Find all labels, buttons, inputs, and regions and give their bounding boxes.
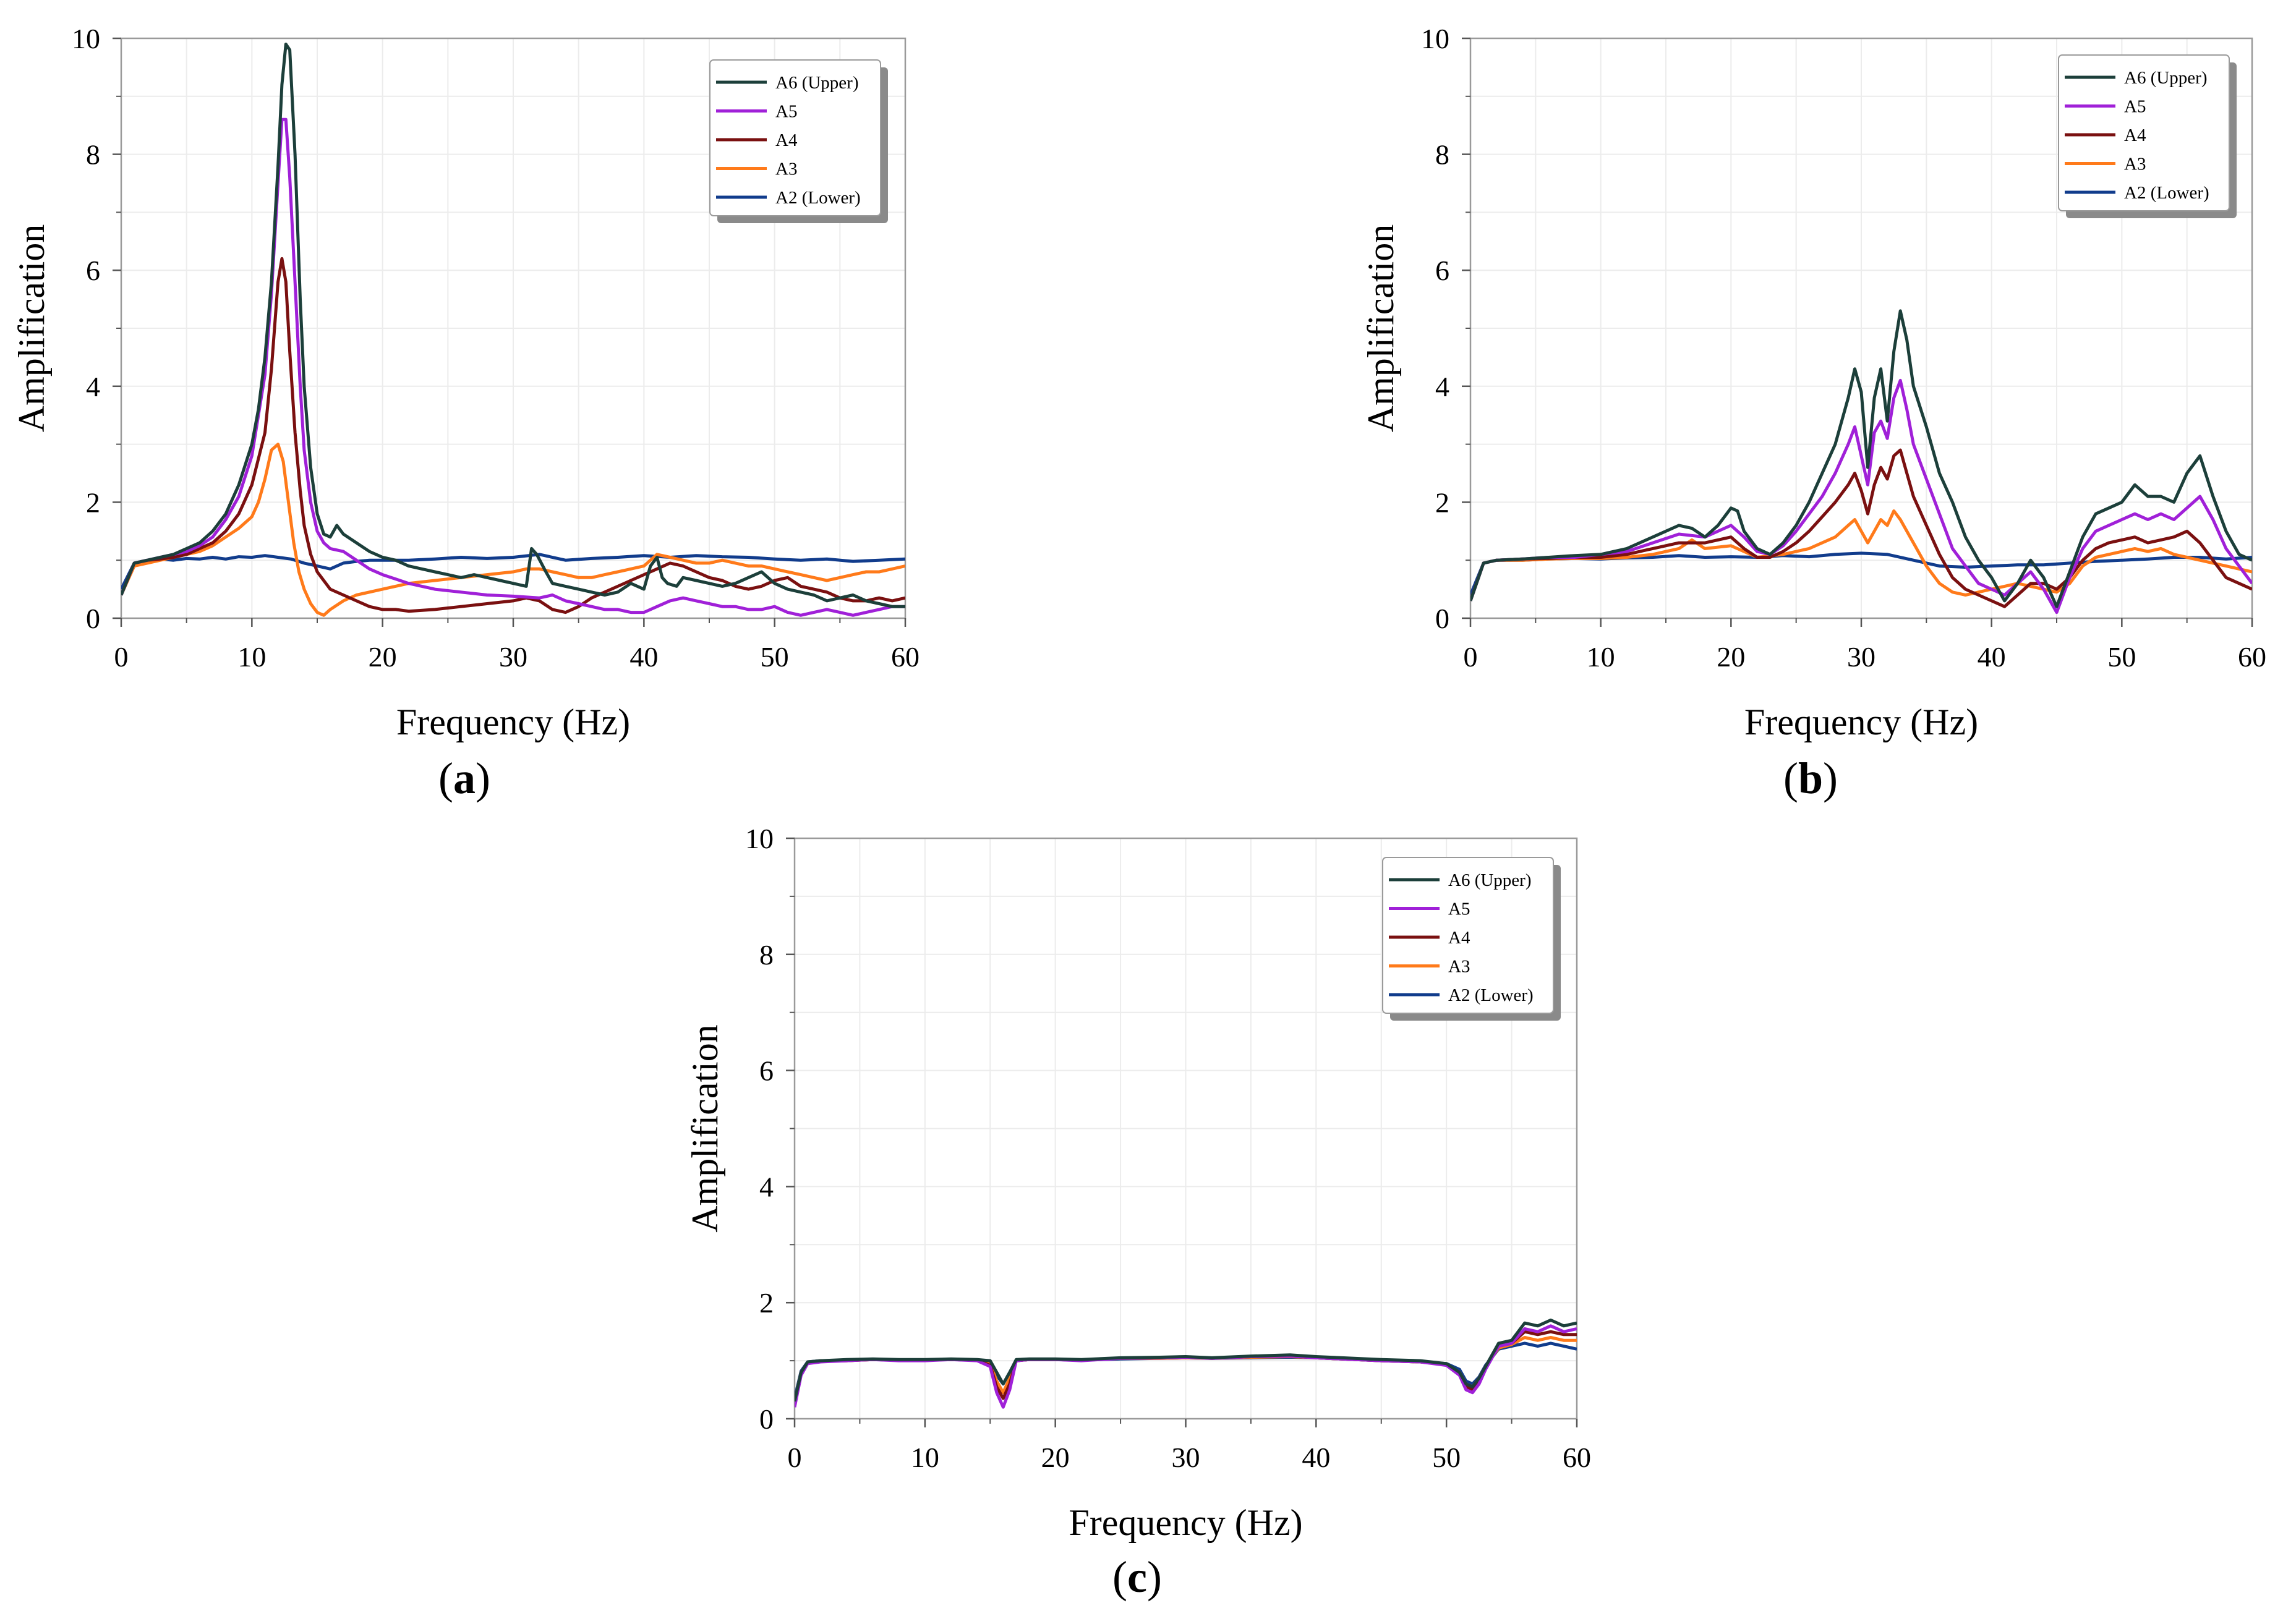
y-tick-label: 4 [86,371,100,402]
y-tick-label: 2 [1435,487,1449,518]
series-line-a6-upper [121,42,905,608]
legend-label-a4: A4 [2124,125,2146,145]
legend-label-a5: A5 [2124,97,2146,117]
panel-label-letter: a [453,754,476,803]
y-tick-label: 2 [86,487,100,518]
y-axis-title: Amplification [1360,224,1401,433]
x-tick-label: 60 [2238,641,2266,673]
y-tick-label: 8 [86,139,100,171]
legend-label-a3: A3 [1448,957,1470,977]
x-tick-label: 40 [629,641,658,673]
y-tick-label: 0 [86,603,100,634]
y-tick-label: 2 [759,1287,774,1319]
x-tick-label: 30 [499,641,527,673]
y-tick-label: 10 [745,823,774,854]
series-line-a5 [1470,378,2252,614]
x-tick-label: 0 [788,1442,802,1473]
x-tick-label: 60 [1563,1442,1591,1473]
y-tick-label: 4 [1435,371,1449,402]
x-tick-label: 60 [891,641,920,673]
y-tick-label: 10 [1421,23,1449,54]
y-axis-title: Amplification [11,224,52,433]
legend-label-a2-lower: A2 (Lower) [2124,183,2209,203]
legend-label-a4: A4 [775,130,798,150]
y-tick-label: 6 [86,255,100,286]
x-tick-label: 10 [237,641,266,673]
panel-label-letter: b [1798,754,1823,803]
x-axis-title: Frequency (Hz) [396,702,630,742]
y-tick-label: 0 [1435,603,1449,634]
y-tick-label: 8 [1435,139,1449,171]
series-line-a6-upper [1470,309,2252,608]
panel-label: (b) [1783,754,1838,803]
legend-label-a6-upper: A6 (Upper) [1448,870,1531,890]
y-tick-label: 0 [759,1403,774,1435]
series-line-a4 [1470,448,2252,608]
legend-box [2058,54,2230,211]
legend-label-a3: A3 [775,159,797,179]
series-line-a5 [121,117,905,617]
legend-label-a2-lower: A2 (Lower) [775,188,861,208]
chart-panel-b: 0 10 20 30 40 50 60 0 2 4 6 8 10 Frequency (Hz) Amplif… [1360,23,2266,803]
legend-box [1382,857,1554,1014]
series-line-a2-lower [121,553,905,590]
y-tick-label: 4 [759,1171,774,1202]
x-tick-label: 40 [1302,1442,1330,1473]
x-tick-label: 10 [911,1442,939,1473]
x-tick-label: 50 [2107,641,2136,673]
series-line-a6-upper [795,1318,1577,1402]
x-axis-title: Frequency (Hz) [1744,702,1978,742]
y-tick-label: 6 [759,1055,774,1087]
x-tick-label: 20 [369,641,397,673]
chart-panel-a: 0 10 20 30 40 50 60 0 2 4 6 8 10 Frequency (Hz) Amplif… [11,23,920,803]
x-tick-label: 50 [1432,1442,1461,1473]
series-line-a4 [121,257,905,614]
x-tick-label: 30 [1847,641,1875,673]
y-tick-label: 6 [1435,255,1449,286]
x-tick-label: 10 [1587,641,1615,673]
x-tick-label: 30 [1172,1442,1200,1473]
legend-label-a3: A3 [2124,155,2146,174]
legend-label-a6-upper: A6 (Upper) [775,73,858,93]
legend-box [709,59,881,216]
x-tick-label: 0 [114,641,129,673]
legend-label-a4: A4 [1448,928,1470,948]
x-tick-label: 20 [1041,1442,1070,1473]
chart-panel-c: 0 10 20 30 40 50 60 0 2 4 6 8 10 Frequency (Hz) Amplif… [685,823,1591,1602]
legend-label-a5: A5 [1448,899,1470,919]
panel-label-letter: c [1127,1552,1147,1602]
series-line-a3 [1470,509,2252,602]
y-tick-label: 10 [72,23,100,54]
y-axis-title: Amplification [685,1024,725,1233]
series-line-a3 [121,443,905,617]
x-axis-title: Frequency (Hz) [1069,1502,1302,1543]
panel-label: (c) [1112,1552,1162,1602]
x-tick-label: 0 [1464,641,1478,673]
x-tick-label: 40 [1978,641,2006,673]
x-tick-label: 50 [761,641,789,673]
x-tick-label: 20 [1717,641,1745,673]
legend-label-a6-upper: A6 (Upper) [2124,68,2207,88]
legend-label-a2-lower: A2 (Lower) [1448,985,1534,1005]
y-tick-label: 8 [759,939,774,971]
legend-label-a5: A5 [775,102,797,122]
panel-label: (a) [438,754,490,803]
